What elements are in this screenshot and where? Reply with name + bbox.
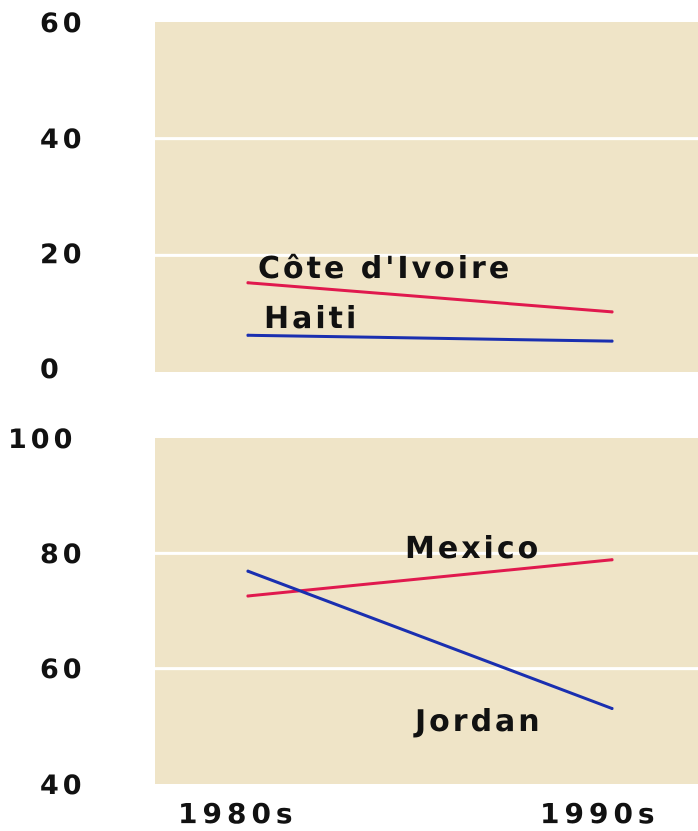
series-line-2 [246, 569, 614, 710]
y-tick-label: 0 [40, 354, 63, 385]
top-chart-panel: 0 20 40 60 Côte d'Ivoire Haiti [40, 8, 698, 385]
data-point [610, 707, 614, 710]
series-line-1 [246, 281, 614, 314]
plot-background [155, 22, 698, 372]
y-tick-label: 100 [8, 424, 76, 455]
data-point [246, 594, 250, 598]
y-tick-label: 60 [40, 8, 86, 39]
x-tick-label: 1980s [178, 797, 298, 830]
series-label: Côte d'Ivoire [258, 251, 512, 286]
plot-background [155, 438, 698, 784]
x-tick-label: 1990s [540, 797, 660, 830]
x-axis: 1980s 1990s [178, 797, 660, 830]
data-point [246, 281, 250, 285]
series-label: Mexico [405, 531, 541, 566]
series-line-2 [246, 333, 614, 343]
series-line-1 [246, 558, 614, 598]
data-point [246, 333, 250, 337]
data-point [246, 569, 250, 573]
series-label: Haiti [264, 301, 359, 336]
y-tick-label: 40 [40, 124, 86, 155]
data-point [610, 339, 614, 343]
bottom-chart-panel: 40 60 80 100 Mexico Jordan [8, 424, 698, 801]
series-label: Jordan [413, 704, 543, 739]
data-point [610, 310, 614, 314]
data-point [610, 558, 614, 562]
y-tick-label: 20 [40, 239, 86, 270]
y-tick-label: 60 [40, 654, 86, 685]
y-tick-label: 40 [40, 770, 86, 801]
y-tick-label: 80 [40, 539, 86, 570]
